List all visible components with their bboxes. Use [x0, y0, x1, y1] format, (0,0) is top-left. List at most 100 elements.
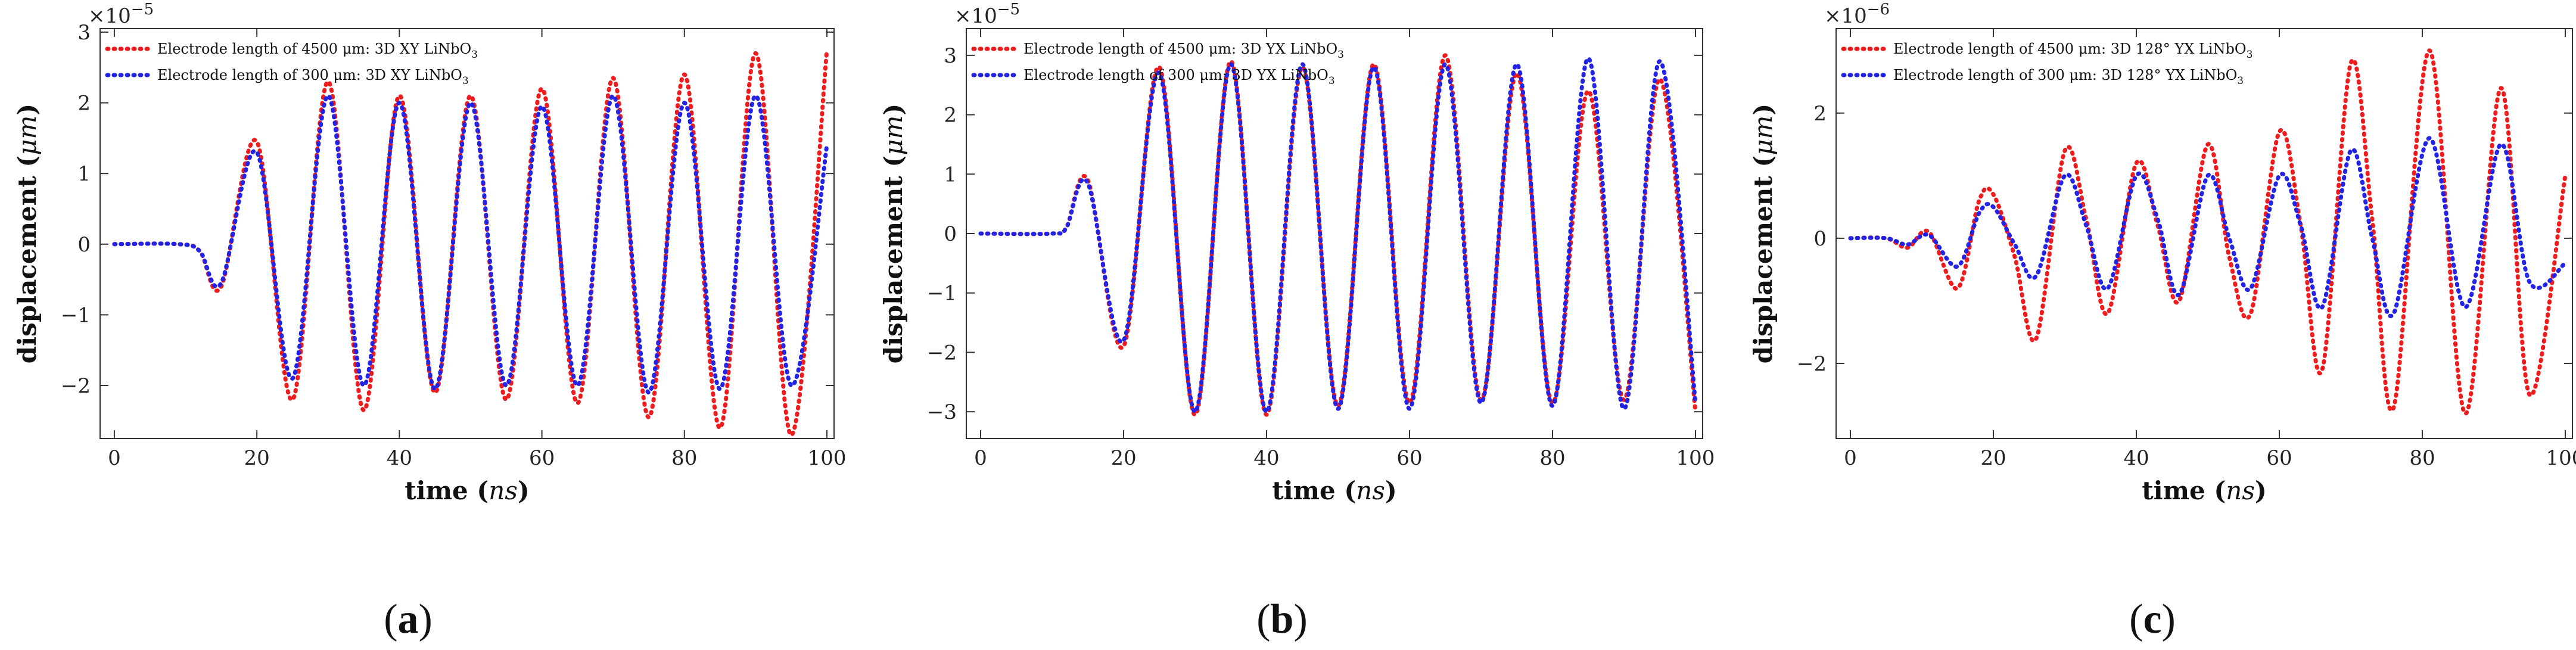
y-tick-label: 2 — [944, 104, 957, 127]
y-unit-open: ( — [879, 155, 908, 176]
plot-frame — [966, 28, 1703, 439]
panel-caption-letter: b — [1271, 596, 1294, 642]
x-tick-label: 0 — [108, 446, 121, 470]
x-axis-unit: ns — [489, 476, 518, 505]
x-tick-label: 20 — [1110, 446, 1136, 470]
y-axis-title: displacement (μm) — [13, 104, 42, 363]
x-axis-label: time — [2142, 476, 2205, 505]
x-unit-close: ) — [1385, 476, 1397, 505]
legend-subscript: 3 — [1329, 75, 1335, 87]
y-tick-label: 1 — [944, 163, 957, 186]
y-unit-open: ( — [1749, 155, 1778, 176]
legend-label: Electrode length of 4500 μm: 3D 128° YX … — [1893, 41, 2247, 57]
y-tick-label: −3 — [927, 400, 957, 424]
y-scale-multiplier: ×10−5 — [88, 1, 154, 28]
y-tick-label: 0 — [77, 233, 91, 257]
series-line-red — [112, 48, 829, 437]
y-axis-label: displacement — [879, 176, 908, 363]
legend-subscript: 3 — [2237, 75, 2244, 87]
x-axis-title: time (ns) — [1272, 476, 1397, 505]
y-axis-unit: μm — [879, 116, 908, 155]
series-line-red — [978, 53, 1698, 417]
panel-caption-open: ( — [2129, 596, 2143, 642]
panel-caption: (a) — [384, 596, 433, 642]
y-scale-multiplier: ×10−6 — [1824, 1, 1890, 28]
y-tick-label: −1 — [61, 303, 91, 327]
sci-base: ×10 — [88, 4, 131, 28]
panel-caption-close: ) — [2162, 596, 2176, 642]
panel-caption-letter: a — [398, 596, 419, 642]
y-unit-close: ) — [13, 104, 42, 116]
legend-entry: Electrode length of 4500 μm: 3D YX LiNbO… — [1023, 41, 1344, 61]
x-tick-label: 80 — [2409, 446, 2435, 470]
y-tick-label: 3 — [944, 44, 957, 68]
sci-exponent: −6 — [1867, 1, 1890, 18]
plot-frame — [1835, 28, 2573, 439]
legend-entry: Electrode length of 300 μm: 3D YX LiNbO3 — [1023, 67, 1335, 87]
plot-frame — [99, 28, 835, 439]
y-axis-title: displacement (μm) — [879, 104, 908, 363]
panel-caption-close: ) — [419, 596, 433, 642]
x-tick-label: 20 — [244, 446, 270, 470]
y-tick-label: 2 — [1813, 102, 1827, 126]
x-tick-label: 80 — [1539, 446, 1565, 470]
x-tick-label: 40 — [2123, 446, 2149, 470]
x-tick-label: 100 — [2546, 446, 2576, 470]
y-tick-label: −2 — [1797, 352, 1827, 376]
x-tick-label: 60 — [529, 446, 555, 470]
legend-subscript: 3 — [2247, 49, 2253, 61]
y-tick-label: 3 — [77, 21, 91, 45]
x-unit-close: ) — [2255, 476, 2267, 505]
y-axis-label: displacement — [1749, 176, 1778, 363]
y-tick-label: −1 — [927, 282, 957, 306]
legend-entry: Electrode length of 300 μm: 3D 128° YX L… — [1893, 67, 2244, 87]
legend-label: Electrode length of 4500 μm: 3D YX LiNbO — [1023, 41, 1337, 57]
panel-caption: (b) — [1256, 596, 1308, 642]
panel-caption: (c) — [2129, 596, 2176, 642]
legend-subscript: 3 — [1337, 49, 1344, 61]
panel-caption-open: ( — [1256, 596, 1270, 642]
y-tick-label: 2 — [77, 92, 91, 116]
legend-label: Electrode length of 300 μm: 3D 128° YX L… — [1893, 67, 2237, 83]
y-tick-label: −2 — [61, 374, 91, 398]
y-tick-label: 1 — [77, 162, 91, 186]
legend-entry: Electrode length of 300 μm: 3D XY LiNbO3 — [157, 67, 469, 87]
legend-label: Electrode length of 300 μm: 3D YX LiNbO — [1023, 67, 1329, 83]
x-tick-label: 40 — [387, 446, 412, 470]
sci-exponent: −5 — [997, 1, 1020, 18]
x-tick-label: 0 — [1844, 446, 1857, 470]
x-axis-label: time — [405, 476, 468, 505]
legend-subscript: 3 — [471, 49, 478, 61]
x-axis-title: time (ns) — [405, 476, 530, 505]
x-unit-open: ( — [2205, 476, 2226, 505]
x-unit-open: ( — [1336, 476, 1357, 505]
legend-entry: Electrode length of 4500 μm: 3D XY LiNbO… — [157, 41, 478, 61]
panel-caption-letter: c — [2143, 596, 2161, 642]
y-scale-multiplier: ×10−5 — [954, 1, 1020, 28]
x-axis-title: time (ns) — [2142, 476, 2267, 505]
sci-base: ×10 — [954, 4, 997, 28]
legend-subscript: 3 — [462, 75, 469, 87]
x-tick-label: 100 — [808, 446, 847, 470]
x-axis-unit: ns — [1356, 476, 1385, 505]
legend-label: Electrode length of 4500 μm: 3D XY LiNbO — [157, 41, 471, 57]
x-axis-unit: ns — [2226, 476, 2255, 505]
y-axis-title: displacement (μm) — [1749, 104, 1778, 363]
panel-caption-open: ( — [384, 596, 397, 642]
x-tick-label: 60 — [2266, 446, 2292, 470]
y-tick-label: 0 — [1813, 227, 1827, 251]
y-axis-unit: μm — [13, 116, 42, 155]
x-tick-label: 60 — [1396, 446, 1422, 470]
y-tick-label: −2 — [927, 341, 957, 365]
x-tick-label: 80 — [671, 446, 697, 470]
x-axis-label: time — [1272, 476, 1336, 505]
y-unit-close: ) — [1749, 104, 1778, 116]
legend-label: Electrode length of 300 μm: 3D XY LiNbO — [157, 67, 462, 83]
y-axis-label: displacement — [13, 176, 42, 363]
x-tick-label: 20 — [1980, 446, 2006, 470]
series-line-blue — [1848, 136, 2568, 318]
